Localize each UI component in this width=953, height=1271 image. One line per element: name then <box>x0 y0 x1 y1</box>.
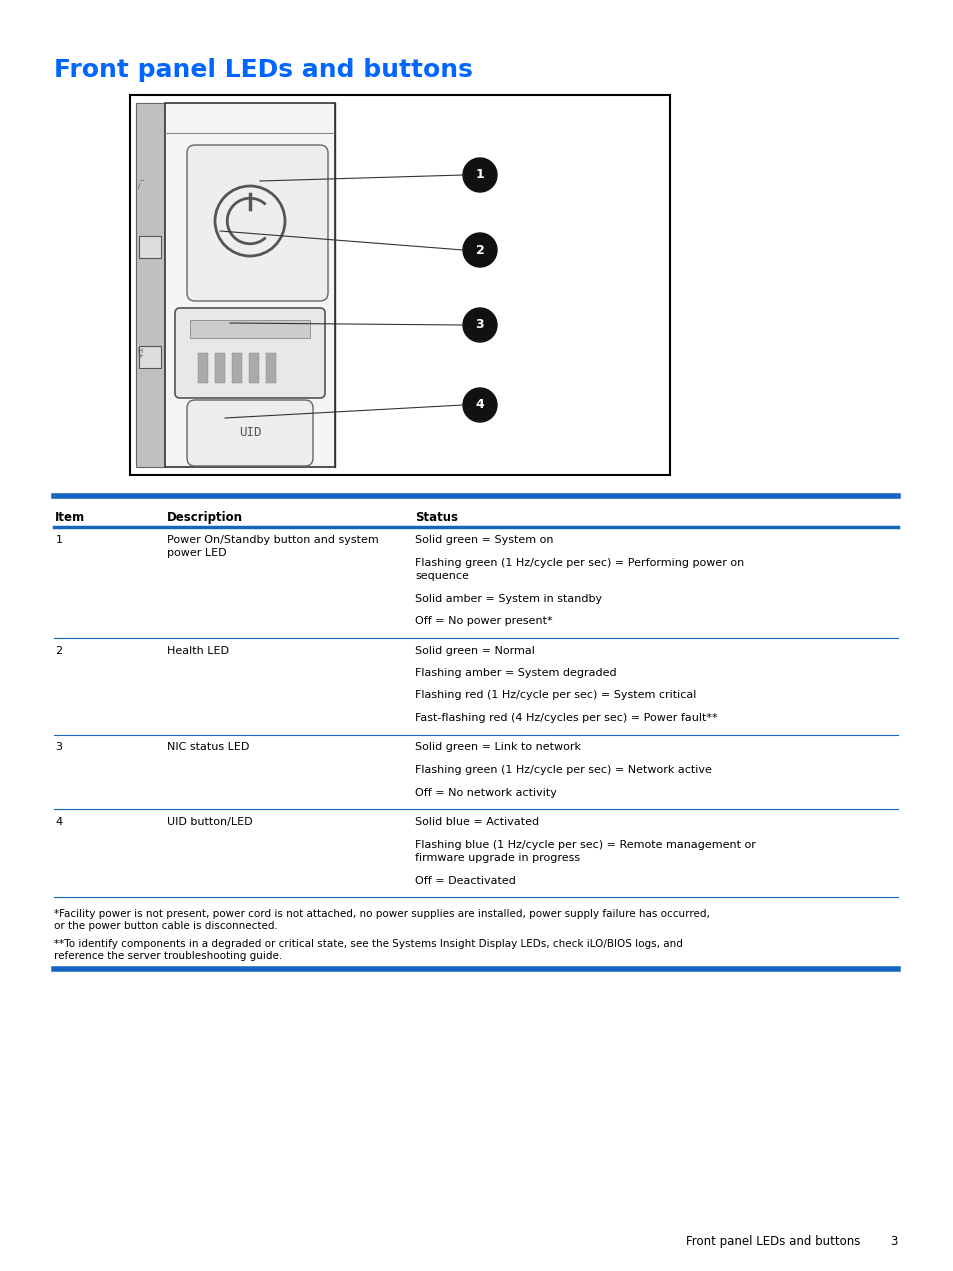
Text: Flashing green (1 Hz/cycle per sec) = Performing power on: Flashing green (1 Hz/cycle per sec) = Pe… <box>415 558 743 567</box>
Text: 4: 4 <box>55 817 62 827</box>
Bar <box>232 353 242 383</box>
Text: Off = No network activity: Off = No network activity <box>415 788 557 797</box>
Circle shape <box>462 308 497 342</box>
Text: NIC status LED: NIC status LED <box>167 742 249 752</box>
FancyBboxPatch shape <box>187 145 328 301</box>
Circle shape <box>462 233 497 267</box>
Text: reference the server troubleshooting guide.: reference the server troubleshooting gui… <box>54 951 282 961</box>
Text: 3: 3 <box>890 1235 897 1248</box>
Text: Fast-flashing red (4 Hz/cycles per sec) = Power fault**: Fast-flashing red (4 Hz/cycles per sec) … <box>415 713 717 723</box>
Text: 2: 2 <box>55 646 62 656</box>
Text: Flashing red (1 Hz/cycle per sec) = System critical: Flashing red (1 Hz/cycle per sec) = Syst… <box>415 690 696 700</box>
Text: firmware upgrade in progress: firmware upgrade in progress <box>415 853 579 863</box>
Text: Solid blue = Activated: Solid blue = Activated <box>415 817 538 827</box>
Text: 1: 1 <box>476 169 484 182</box>
Text: 2: 2 <box>476 244 484 257</box>
Text: sequence: sequence <box>415 571 468 581</box>
Circle shape <box>462 158 497 192</box>
Text: 4: 4 <box>476 399 484 412</box>
Circle shape <box>462 388 497 422</box>
Bar <box>266 353 275 383</box>
Text: ~
/: ~ / <box>138 178 144 189</box>
Text: Solid amber = System in standby: Solid amber = System in standby <box>415 594 601 604</box>
Bar <box>139 346 161 369</box>
Text: Status: Status <box>415 511 457 524</box>
Bar <box>136 103 165 466</box>
Text: Off = No power present*: Off = No power present* <box>415 616 552 627</box>
FancyBboxPatch shape <box>187 400 313 466</box>
Text: **To identify components in a degraded or critical state, see the Systems Insigh: **To identify components in a degraded o… <box>54 939 682 949</box>
Text: Solid green = Link to network: Solid green = Link to network <box>415 742 580 752</box>
Bar <box>190 320 310 338</box>
Text: 3: 3 <box>476 319 484 332</box>
Text: Flashing blue (1 Hz/cycle per sec) = Remote management or: Flashing blue (1 Hz/cycle per sec) = Rem… <box>415 840 755 849</box>
Text: Solid green = System on: Solid green = System on <box>415 535 553 545</box>
Text: Flashing amber = System degraded: Flashing amber = System degraded <box>415 669 616 677</box>
Text: Item: Item <box>55 511 86 524</box>
Bar <box>249 353 258 383</box>
Text: H
+: H + <box>137 348 143 358</box>
Text: Solid green = Normal: Solid green = Normal <box>415 646 535 656</box>
Text: Description: Description <box>167 511 243 524</box>
Text: power LED: power LED <box>167 549 226 558</box>
Text: Health LED: Health LED <box>167 646 229 656</box>
Text: UID: UID <box>238 427 261 440</box>
FancyBboxPatch shape <box>174 308 325 398</box>
Text: UID button/LED: UID button/LED <box>167 817 253 827</box>
Text: Flashing green (1 Hz/cycle per sec) = Network active: Flashing green (1 Hz/cycle per sec) = Ne… <box>415 765 711 775</box>
Text: *Facility power is not present, power cord is not attached, no power supplies ar: *Facility power is not present, power co… <box>54 909 709 919</box>
Text: or the power button cable is disconnected.: or the power button cable is disconnecte… <box>54 921 277 930</box>
Bar <box>165 103 335 466</box>
Bar <box>139 236 161 258</box>
Text: Off = Deactivated: Off = Deactivated <box>415 876 516 886</box>
Text: Power On/Standby button and system: Power On/Standby button and system <box>167 535 378 545</box>
Text: Front panel LEDs and buttons: Front panel LEDs and buttons <box>685 1235 859 1248</box>
Text: 3: 3 <box>55 742 62 752</box>
Bar <box>198 353 208 383</box>
Text: Front panel LEDs and buttons: Front panel LEDs and buttons <box>54 58 473 83</box>
Bar <box>130 95 669 475</box>
Text: 1: 1 <box>55 535 62 545</box>
Bar <box>214 353 225 383</box>
